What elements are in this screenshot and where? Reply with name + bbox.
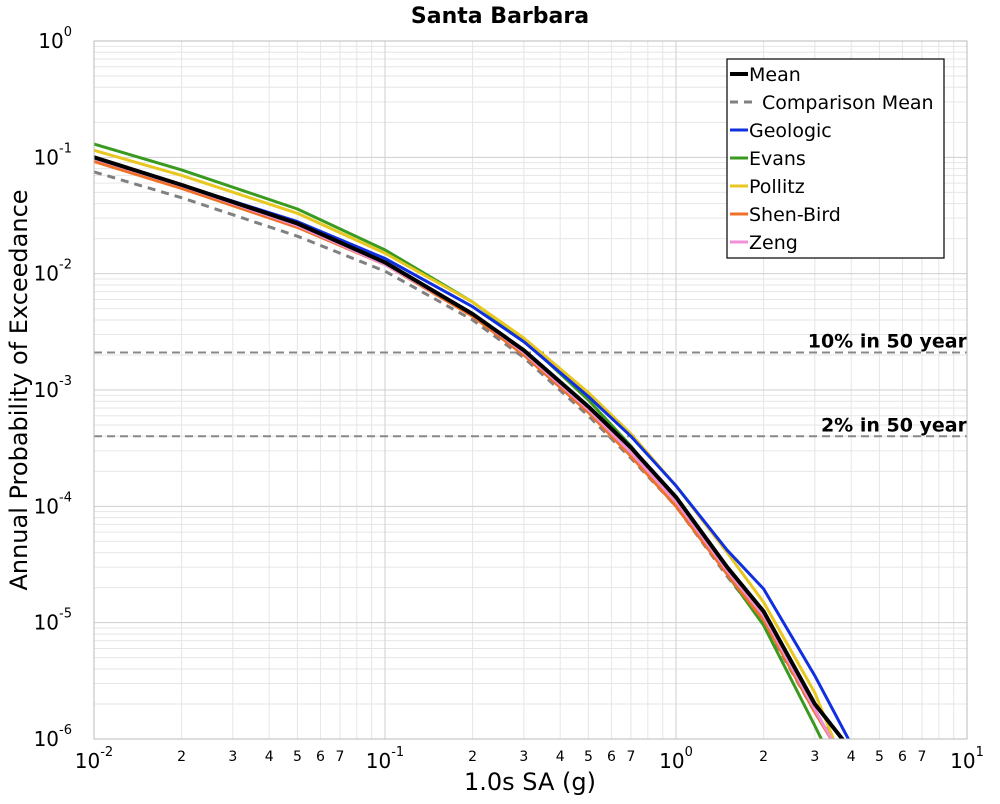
legend: Mean Comparison Mean Geologic Evans Pollitz S… bbox=[726, 58, 945, 259]
series-line-evans bbox=[94, 142, 824, 739]
x-minor-tick-label: 3 bbox=[519, 749, 528, 765]
reference-lines: 10% in 50 year 2% in 50 year bbox=[94, 331, 968, 438]
y-major-tick-label: 10-4 bbox=[34, 490, 72, 518]
x-major-tick-label: 10-1 bbox=[366, 745, 404, 773]
x-minor-tick-label: 5 bbox=[293, 749, 302, 765]
x-minor-tick-label: 7 bbox=[917, 749, 926, 765]
y-major-tick-label: 10-6 bbox=[34, 723, 72, 751]
grid-layer bbox=[93, 40, 968, 740]
legend-entry-label: Evans bbox=[749, 148, 806, 170]
x-minor-tick-label: 4 bbox=[556, 749, 565, 765]
chart-title: Santa Barbara bbox=[411, 4, 589, 29]
x-minor-tick-label: 6 bbox=[898, 749, 907, 765]
x-axis-label: 1.0s SA (g) bbox=[464, 768, 596, 796]
plot-frame bbox=[93, 40, 968, 740]
legend-box bbox=[726, 58, 945, 259]
x-minor-tick-label: 7 bbox=[626, 749, 635, 765]
series-layer bbox=[94, 142, 851, 739]
x-minor-tick-label: 2 bbox=[177, 749, 186, 765]
x-minor-tick-label: 6 bbox=[316, 749, 325, 765]
x-minor-tick-label: 3 bbox=[810, 749, 819, 765]
x-minor-tick-label: 5 bbox=[875, 749, 884, 765]
series-line-pollitz bbox=[94, 148, 835, 739]
x-minor-tick-label: 2 bbox=[759, 749, 768, 765]
x-minor-tick-label: 7 bbox=[335, 749, 344, 765]
y-major-tick-label: 100 bbox=[38, 25, 72, 53]
y-major-tick-label: 10-2 bbox=[34, 258, 72, 286]
x-minor-tick-label: 4 bbox=[265, 749, 274, 765]
y-major-tick-label: 10-5 bbox=[34, 607, 72, 635]
x-major-tick-label: 101 bbox=[950, 745, 984, 773]
legend-entry-label: Zeng bbox=[749, 232, 798, 254]
y-major-tick-label: 10-3 bbox=[34, 374, 72, 402]
legend-entry-label: Mean bbox=[749, 64, 801, 86]
x-major-tick-label: 10-2 bbox=[75, 745, 113, 773]
reference-line-label: 10% in 50 year bbox=[808, 331, 968, 353]
legend-entry-label: Geologic bbox=[749, 120, 832, 142]
x-major-tick-label: 100 bbox=[659, 745, 693, 773]
legend-entry-label: Pollitz bbox=[749, 176, 805, 198]
series-line-mean bbox=[94, 155, 845, 739]
series-line-shen-bird bbox=[94, 160, 833, 739]
legend-entry-label: Shen-Bird bbox=[749, 204, 841, 226]
x-minor-tick-label: 4 bbox=[847, 749, 856, 765]
x-minor-tick-label: 2 bbox=[468, 749, 477, 765]
x-minor-tick-label: 6 bbox=[607, 749, 616, 765]
y-major-tick-label: 10-1 bbox=[34, 141, 72, 169]
x-minor-tick-label: 5 bbox=[584, 749, 593, 765]
legend-entry-label: Comparison Mean bbox=[762, 92, 934, 114]
reference-line-label: 2% in 50 year bbox=[821, 414, 968, 436]
x-minor-tick-label: 3 bbox=[228, 749, 237, 765]
y-axis-label: Annual Probability of Exceedance bbox=[5, 189, 33, 590]
